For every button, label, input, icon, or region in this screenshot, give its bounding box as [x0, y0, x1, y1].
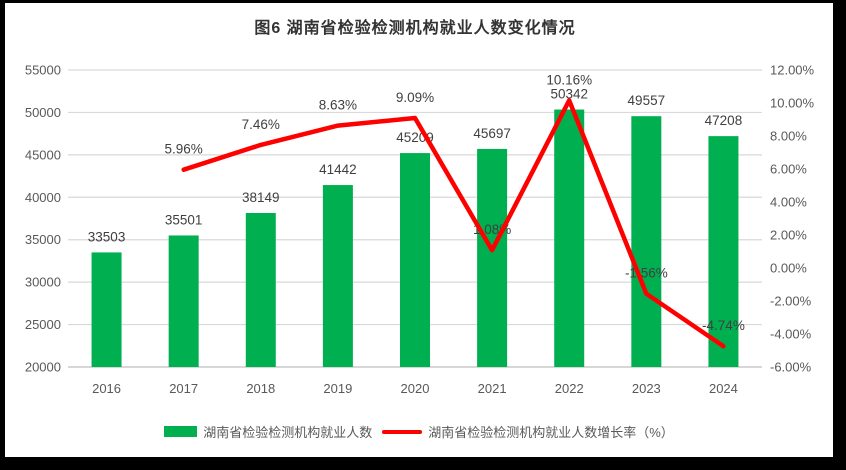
bar-value-label-2023: 49557 [628, 93, 666, 108]
bar-2022 [554, 109, 585, 367]
right-axis-tick-label: 10.00% [770, 96, 815, 111]
left-axis-tick-label: 40000 [25, 190, 61, 205]
left-axis-tick-label: 45000 [25, 147, 61, 162]
bar-value-label-2016: 33503 [88, 229, 126, 244]
legend-item-growth-rate: 湖南省检验检测机构就业人数增长率（%） [382, 422, 674, 441]
bar-2020 [400, 153, 430, 367]
left-axis-tick-label: 25000 [25, 317, 61, 332]
legend-label-employment: 湖南省检验检测机构就业人数 [203, 425, 373, 440]
legend-item-employment: 湖南省检验检测机构就业人数 [164, 422, 372, 441]
x-axis-tick-label: 2018 [246, 381, 275, 396]
bar-series-swatch-icon [164, 426, 198, 437]
left-axis-tick-label: 30000 [25, 275, 61, 290]
x-axis-tick-label: 2022 [555, 381, 584, 396]
left-axis-tick-label: 35000 [25, 232, 61, 247]
left-axis-tick-label: 50000 [25, 105, 61, 120]
x-axis-tick-label: 2019 [323, 381, 352, 396]
growth-rate-line [181, 98, 726, 349]
line-value-label-2017: 5.96% [165, 142, 203, 157]
bar-value-label-2019: 41442 [319, 162, 357, 177]
chart-title: 图6 湖南省检验检测机构就业人数变化情况 [254, 20, 576, 37]
line-series-swatch-icon [382, 429, 423, 434]
bar-value-label-2018: 38149 [242, 190, 280, 205]
bar-2019 [322, 185, 353, 367]
right-axis-tick-label: 0.00% [770, 261, 807, 276]
right-axis-tick-label: 2.00% [770, 228, 807, 243]
line-value-label-2020: 9.09% [396, 90, 434, 105]
x-axis-tick-label: 2016 [92, 381, 121, 396]
chart-svg: 55000 50000 45000 40000 35000 30000 25000 20000… [25, 63, 815, 397]
x-axis-tick-label: 2024 [709, 381, 738, 396]
line-value-label-2018: 7.46% [242, 117, 280, 132]
line-value-label-2019: 8.63% [319, 98, 357, 113]
line-value-label-2023: -1.56% [625, 266, 668, 281]
bar-value-label-2022: 50342 [550, 87, 588, 102]
right-axis-tick-label: 8.00% [770, 129, 807, 144]
x-axis-tick-label: 2020 [401, 381, 430, 396]
left-axis-tick-label: 20000 [25, 360, 61, 375]
bar-value-label-2017: 35501 [165, 212, 203, 227]
right-axis-tick-label: 12.00% [770, 63, 815, 78]
bar-value-label-2021: 45697 [473, 126, 511, 141]
bar-2024 [708, 136, 739, 367]
bar-2016 [91, 252, 122, 367]
bar-2023 [631, 116, 662, 367]
legend: 湖南省检验检测机构就业人数 湖南省检验检测机构就业人数增长率（%） [5, 422, 833, 441]
bar-2018 [245, 212, 276, 367]
bar-2021 [477, 148, 508, 367]
right-axis-tick-label: 4.00% [770, 195, 807, 210]
x-axis-tick-label: 2021 [478, 381, 507, 396]
right-axis-tick-label: -2.00% [770, 294, 812, 309]
bar-2017 [168, 235, 199, 367]
x-axis-tick-label: 2023 [632, 381, 661, 396]
x-axis-tick-label: 2017 [169, 381, 198, 396]
line-value-label-2024: -4.74% [702, 318, 745, 333]
right-axis-tick-label: -4.00% [770, 327, 812, 342]
legend-label-growth-rate: 湖南省检验检测机构就业人数增长率（%） [428, 425, 674, 440]
left-axis-tick-label: 55000 [25, 63, 61, 78]
line-value-label-2022: 10.16% [546, 72, 592, 87]
bar-value-label-2024: 47208 [705, 113, 743, 128]
right-axis-tick-label: 6.00% [770, 162, 807, 177]
chart-area: 图6 湖南省检验检测机构就业人数变化情况 55000 50000 45000 4000… [5, 3, 833, 457]
right-axis-tick-label: -6.00% [770, 360, 812, 375]
